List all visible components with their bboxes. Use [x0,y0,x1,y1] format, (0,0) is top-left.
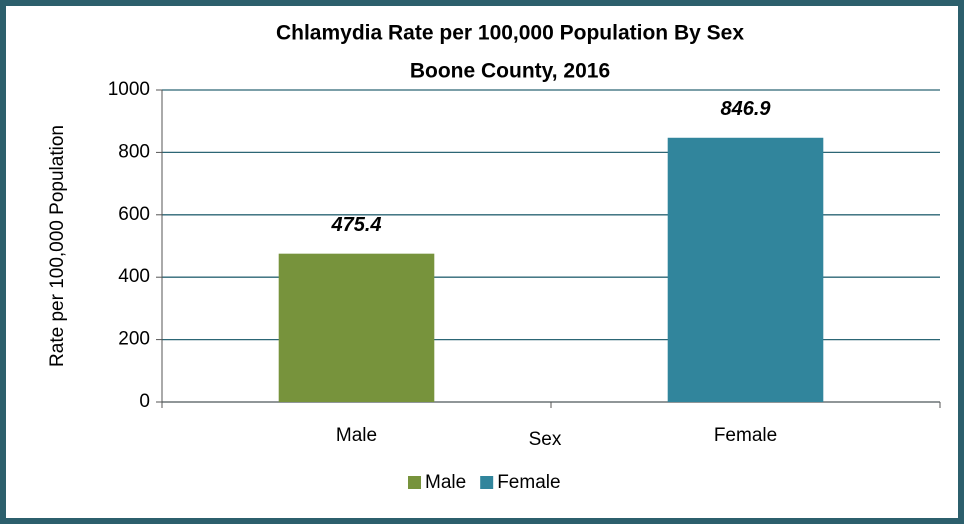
x-tick-label: Male [336,425,377,446]
x-axis-label: Sex [529,429,562,450]
x-tick-label: Female [714,425,777,446]
legend-label: Female [497,472,560,493]
y-tick-label: 800 [118,141,150,162]
legend-label: Male [425,472,466,493]
legend-swatch [408,476,421,489]
bar [278,253,435,402]
legend-swatch [480,476,494,489]
y-tick-label: 1000 [108,79,150,100]
value-label: 846.9 [720,98,771,120]
value-label: 475.4 [330,214,381,236]
chart-title: Chlamydia Rate per 100,000 Population By… [276,22,744,45]
y-tick-label: 0 [139,391,150,412]
y-tick-label: 200 [118,329,150,350]
y-tick-label: 600 [118,204,150,225]
bar [667,137,824,402]
y-tick-label: 400 [118,266,150,287]
y-axis-label: Rate per 100,000 Population [47,125,68,367]
chart-subtitle: Boone County, 2016 [410,60,610,83]
